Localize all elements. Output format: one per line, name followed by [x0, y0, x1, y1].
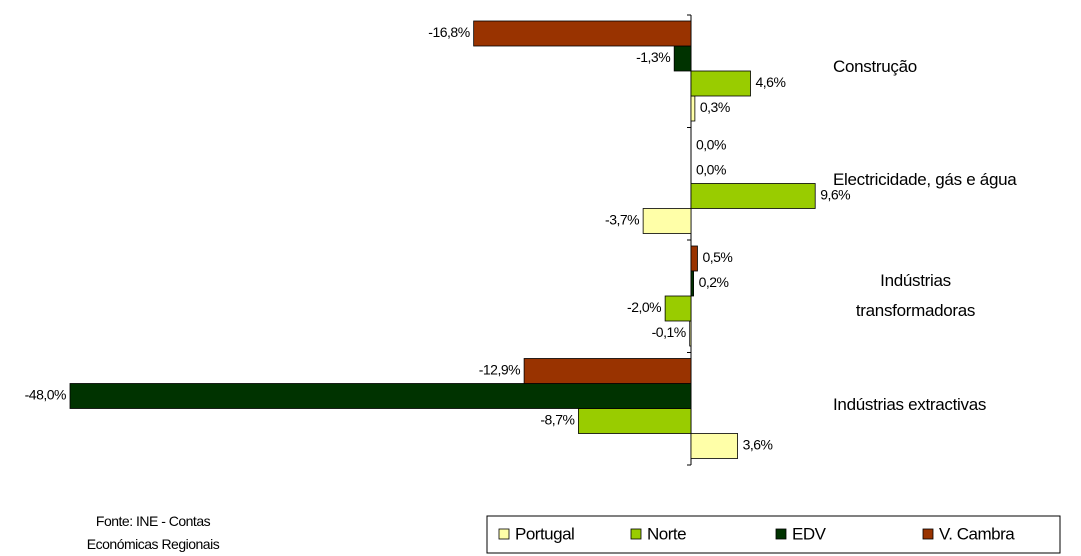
category-label: Indústrias transformadoras — [855, 271, 976, 321]
bar — [578, 408, 692, 434]
legend — [486, 515, 1061, 554]
bar — [523, 358, 692, 384]
data-label: -2,0% — [627, 299, 661, 315]
legend-label: Portugal — [515, 524, 574, 543]
data-label: 4,6% — [756, 74, 786, 90]
data-label: 9,6% — [820, 187, 850, 203]
bar — [69, 383, 692, 409]
bar — [690, 70, 751, 97]
bar — [689, 320, 692, 347]
legend-swatch — [775, 528, 787, 540]
data-label: 0,5% — [702, 249, 732, 265]
data-label: -48,0% — [25, 387, 66, 403]
bar — [690, 433, 738, 459]
category-label: Construção — [833, 57, 917, 77]
data-label: 0,0% — [696, 162, 726, 178]
bar — [642, 208, 692, 234]
category-label: Indústrias extractivas — [833, 394, 987, 414]
data-label: -1,3% — [636, 49, 670, 65]
legend-label: EDV — [792, 524, 827, 543]
bar — [690, 245, 698, 272]
data-label: -3,7% — [605, 212, 639, 228]
data-label: -0,1% — [652, 324, 686, 340]
bar — [690, 95, 696, 122]
data-label: -16,8% — [428, 24, 469, 40]
data-label: -8,7% — [540, 412, 574, 428]
data-label: -12,9% — [479, 362, 520, 378]
data-label: 0,3% — [700, 99, 730, 115]
bar — [664, 295, 692, 322]
legend-label: Norte — [647, 524, 686, 543]
bar — [690, 270, 694, 297]
legend-swatch — [922, 528, 934, 540]
bar — [473, 20, 692, 47]
data-label: 0,0% — [696, 137, 726, 153]
data-label: 0,2% — [699, 274, 729, 290]
bar — [690, 183, 816, 209]
legend-swatch — [630, 528, 642, 540]
source-note: Fonte: INE - Contas Económicas Regionais — [86, 513, 220, 552]
category-label: Electricidade, gás e água — [833, 169, 1017, 189]
bar — [673, 45, 692, 72]
data-label: 3,6% — [743, 437, 773, 453]
legend-swatch — [498, 528, 510, 540]
legend-label: V. Cambra — [939, 524, 1015, 543]
